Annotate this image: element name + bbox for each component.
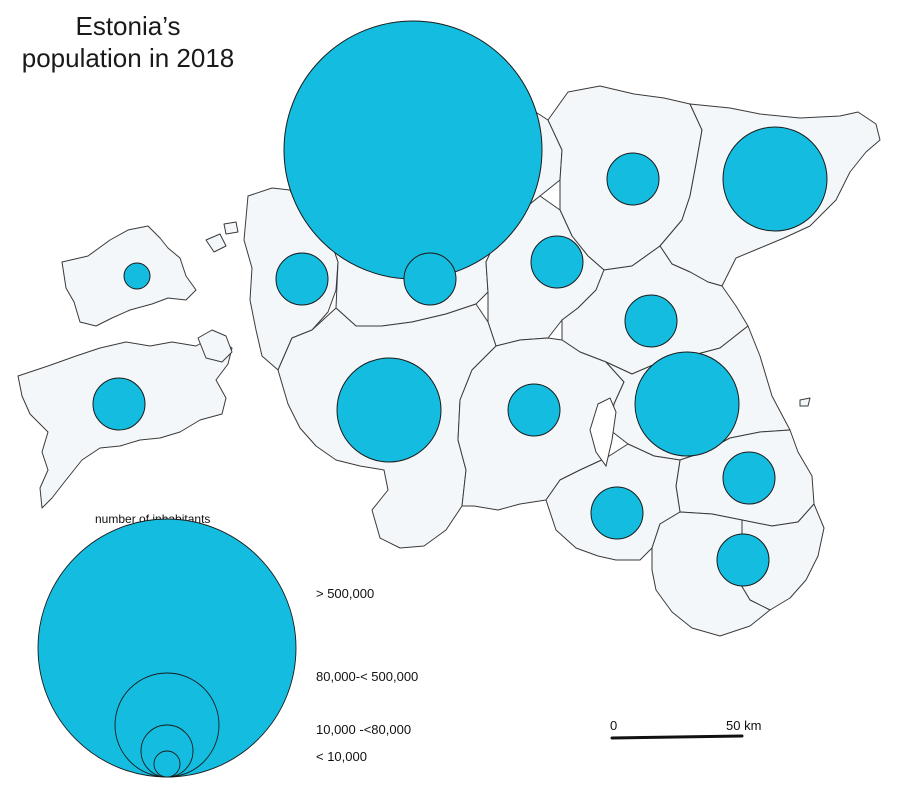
bubble-hiiumaa: [123, 262, 151, 290]
bubble-harjumaa: [283, 20, 543, 280]
bubble-jarvamaa: [624, 294, 678, 348]
bubble-laane-virumaa: [606, 152, 660, 206]
legend-label-under-10000: < 10,000: [316, 749, 367, 764]
scale-bar: 0 50 km: [610, 718, 761, 740]
bubble-viljandimaa: [507, 383, 561, 437]
bubble-tallinn-area: [403, 252, 457, 306]
islet: [205, 233, 227, 253]
bubble-valgamaa: [590, 486, 644, 540]
legend-label-over-500000: > 500,000: [316, 586, 374, 601]
islet: [799, 397, 811, 407]
bubble-vorumaa: [716, 533, 770, 587]
bubble-laanemaa: [275, 252, 329, 306]
legend: number of inhabitants > 500,000 80,000-<…: [37, 512, 418, 778]
bubble-tartumaa: [634, 351, 740, 457]
scale-end-label: 50 km: [726, 718, 761, 733]
bubble-saaremaa: [92, 377, 146, 431]
scale-start-label: 0: [610, 718, 617, 733]
county-muhu-island: [197, 329, 233, 363]
map-title: Estonia’s population in 2018: [8, 10, 248, 74]
scale-line: [610, 734, 744, 740]
bubble-jogevamaa-east: [722, 451, 776, 505]
population-bubbles: [92, 20, 828, 587]
legend-label-10000-80000: 10,000 -<80,000: [316, 722, 411, 737]
legend-circle-under-10000: [153, 750, 181, 778]
map-title-line-2: population in 2018: [21, 43, 235, 73]
bubble-parnumaa: [336, 357, 442, 463]
islet: [223, 221, 239, 235]
bubble-raplamaa: [530, 235, 584, 289]
lake-vortsjarv: [589, 397, 617, 468]
legend-label-80000-500000: 80,000-< 500,000: [316, 669, 418, 684]
map-title-line-1: Estonia’s: [75, 11, 181, 41]
bubble-ida-virumaa: [722, 126, 828, 232]
